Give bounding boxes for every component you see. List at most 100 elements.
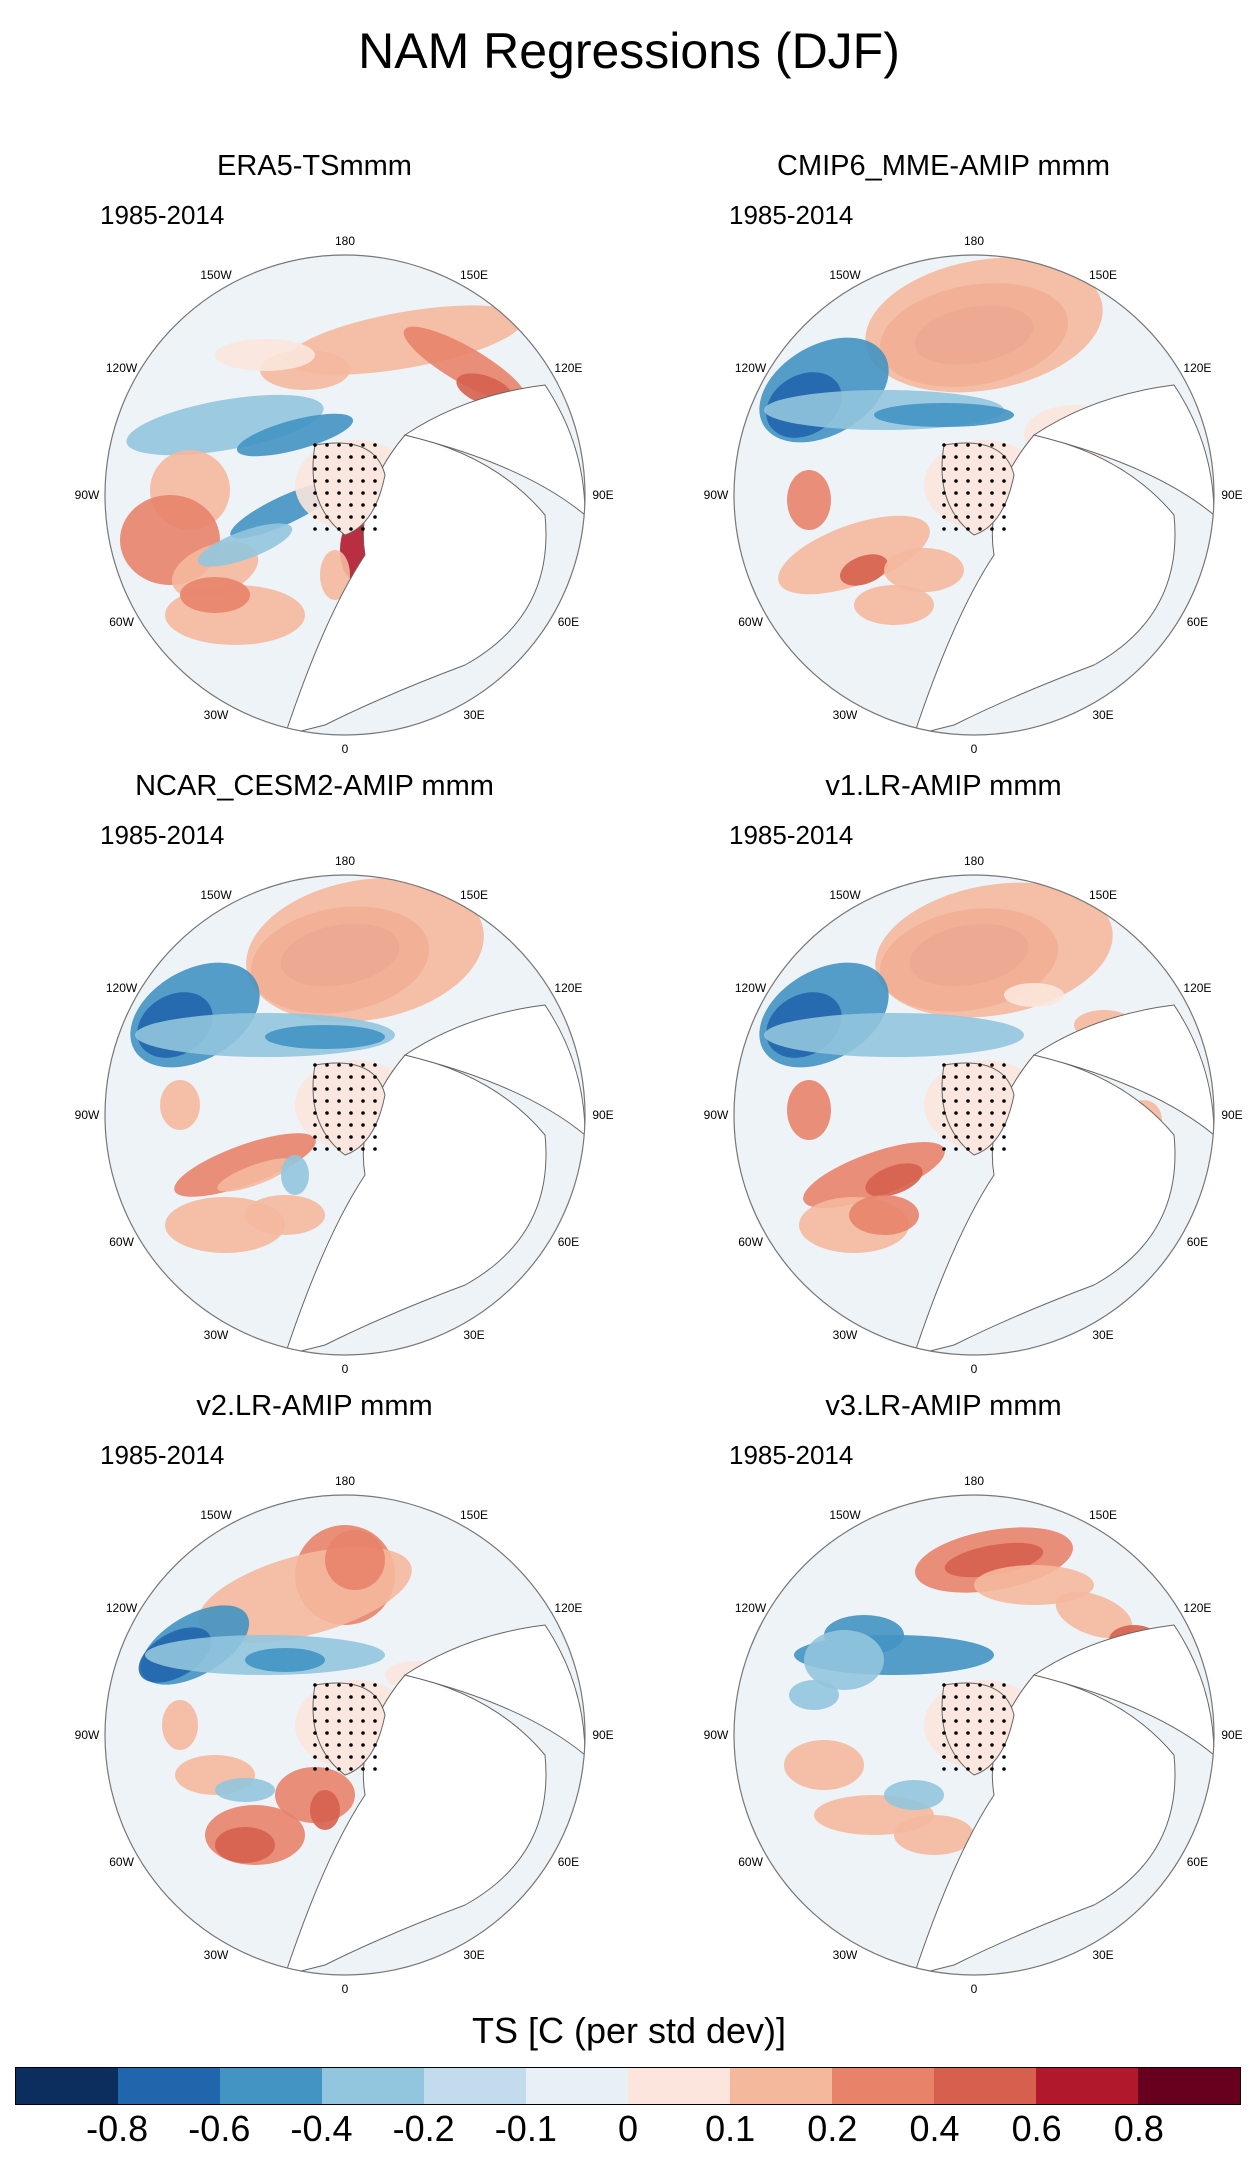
longitude-label: 30W	[833, 708, 858, 722]
significance-dot	[337, 1123, 341, 1127]
panel-title: ERA5-TSmmm	[217, 150, 412, 182]
panel-title: NCAR_CESM2-AMIP mmm	[135, 770, 494, 802]
anomaly-region	[320, 550, 350, 600]
significance-dot	[978, 467, 982, 471]
significance-dot	[990, 1743, 994, 1747]
land-mass	[1032, 1624, 1214, 1757]
significance-dot	[325, 1099, 329, 1103]
significance-dot	[373, 1695, 377, 1699]
significance-dot	[954, 1123, 958, 1127]
significance-dot	[361, 1731, 365, 1735]
longitude-label: 30E	[1092, 1328, 1113, 1342]
significance-dot	[373, 1147, 377, 1151]
longitude-label: 120E	[554, 1601, 582, 1615]
polar-map: 180 150E 120E 90E 60E 30E 0 30W 60W 90W 120W 150W	[75, 234, 614, 756]
significance-dot	[313, 527, 317, 531]
significance-dot	[349, 503, 353, 507]
significance-dot	[966, 1767, 970, 1771]
significance-dot	[990, 1755, 994, 1759]
significance-dot	[942, 1731, 946, 1735]
significance-dot	[966, 1683, 970, 1687]
land-mass	[403, 384, 585, 517]
significance-dot	[978, 1063, 982, 1067]
colorbar-tick: -0.8	[86, 2108, 149, 2149]
period-label: 1985-2014	[100, 200, 225, 230]
anomaly-region	[787, 470, 831, 530]
anomaly-region	[215, 339, 315, 371]
significance-dot	[337, 503, 341, 507]
longitude-label: 60E	[558, 615, 579, 629]
colorbar	[15, 2067, 1241, 2105]
longitude-label: 90W	[75, 1728, 100, 1742]
anomaly-region	[865, 1163, 923, 1197]
significance-dot	[373, 1755, 377, 1759]
longitude-label: 0	[971, 1982, 978, 1996]
significance-dot	[361, 455, 365, 459]
anomaly-region	[884, 548, 964, 592]
anomaly-region	[1004, 983, 1064, 1007]
significance-dot	[942, 527, 946, 531]
significance-dot	[349, 1707, 353, 1711]
significance-dot	[990, 1099, 994, 1103]
longitude-label: 150E	[1089, 268, 1117, 282]
significance-dot	[349, 1087, 353, 1091]
significance-dot	[954, 1147, 958, 1151]
significance-dot	[942, 1111, 946, 1115]
significance-dot	[373, 1123, 377, 1127]
significance-dot	[954, 1111, 958, 1115]
land-mass	[403, 1624, 585, 1757]
period-label: 1985-2014	[729, 1440, 854, 1470]
anomaly-region	[236, 413, 354, 457]
longitude-label: 120W	[735, 1601, 767, 1615]
significance-dot	[337, 1683, 341, 1687]
significance-dot	[325, 1063, 329, 1067]
significance-dot	[978, 1135, 982, 1139]
significance-dot	[349, 1075, 353, 1079]
significance-dot	[313, 1683, 317, 1687]
longitude-label: 60E	[558, 1235, 579, 1249]
significance-dot	[954, 1075, 958, 1079]
significance-dot	[954, 1695, 958, 1699]
longitude-label: 0	[971, 1362, 978, 1376]
significance-dot	[1002, 1743, 1006, 1747]
significance-dot	[966, 1111, 970, 1115]
significance-dot	[942, 1755, 946, 1759]
significance-dot	[990, 1695, 994, 1699]
significance-dot	[337, 479, 341, 483]
significance-dot	[990, 1731, 994, 1735]
longitude-label: 90E	[592, 1108, 613, 1122]
longitude-label: 0	[971, 742, 978, 756]
longitude-label: 30W	[204, 1328, 229, 1342]
significance-dot	[325, 1087, 329, 1091]
colorbar-segment	[832, 2068, 934, 2104]
significance-dot	[1002, 503, 1006, 507]
significance-dot	[373, 1767, 377, 1771]
significance-dot	[373, 1135, 377, 1139]
significance-dot	[325, 479, 329, 483]
significance-dot	[978, 503, 982, 507]
significance-dot	[954, 1135, 958, 1139]
significance-dot	[349, 1135, 353, 1139]
longitude-label: 60W	[109, 1235, 134, 1249]
anomaly-region	[787, 1080, 831, 1140]
land-mass	[1032, 1004, 1214, 1137]
significance-dot	[337, 1147, 341, 1151]
significance-dot	[990, 1111, 994, 1115]
significance-dot	[361, 1743, 365, 1747]
significance-dot	[325, 491, 329, 495]
land-mass	[284, 1054, 547, 1355]
significance-dot	[1002, 515, 1006, 519]
longitude-label: 180	[335, 234, 355, 248]
significance-dot	[313, 1743, 317, 1747]
significance-dot	[990, 467, 994, 471]
colorbar-tick: -0.4	[290, 2108, 353, 2149]
colorbar-tick: 0.4	[909, 2108, 960, 2149]
anomaly-region	[126, 394, 324, 456]
significance-dot	[1002, 1135, 1006, 1139]
longitude-label: 30E	[463, 1328, 484, 1342]
significance-dot	[361, 1063, 365, 1067]
significance-dot	[313, 1087, 317, 1091]
significance-dot	[313, 503, 317, 507]
significance-dot	[325, 1075, 329, 1079]
longitude-label: 30W	[204, 1948, 229, 1962]
